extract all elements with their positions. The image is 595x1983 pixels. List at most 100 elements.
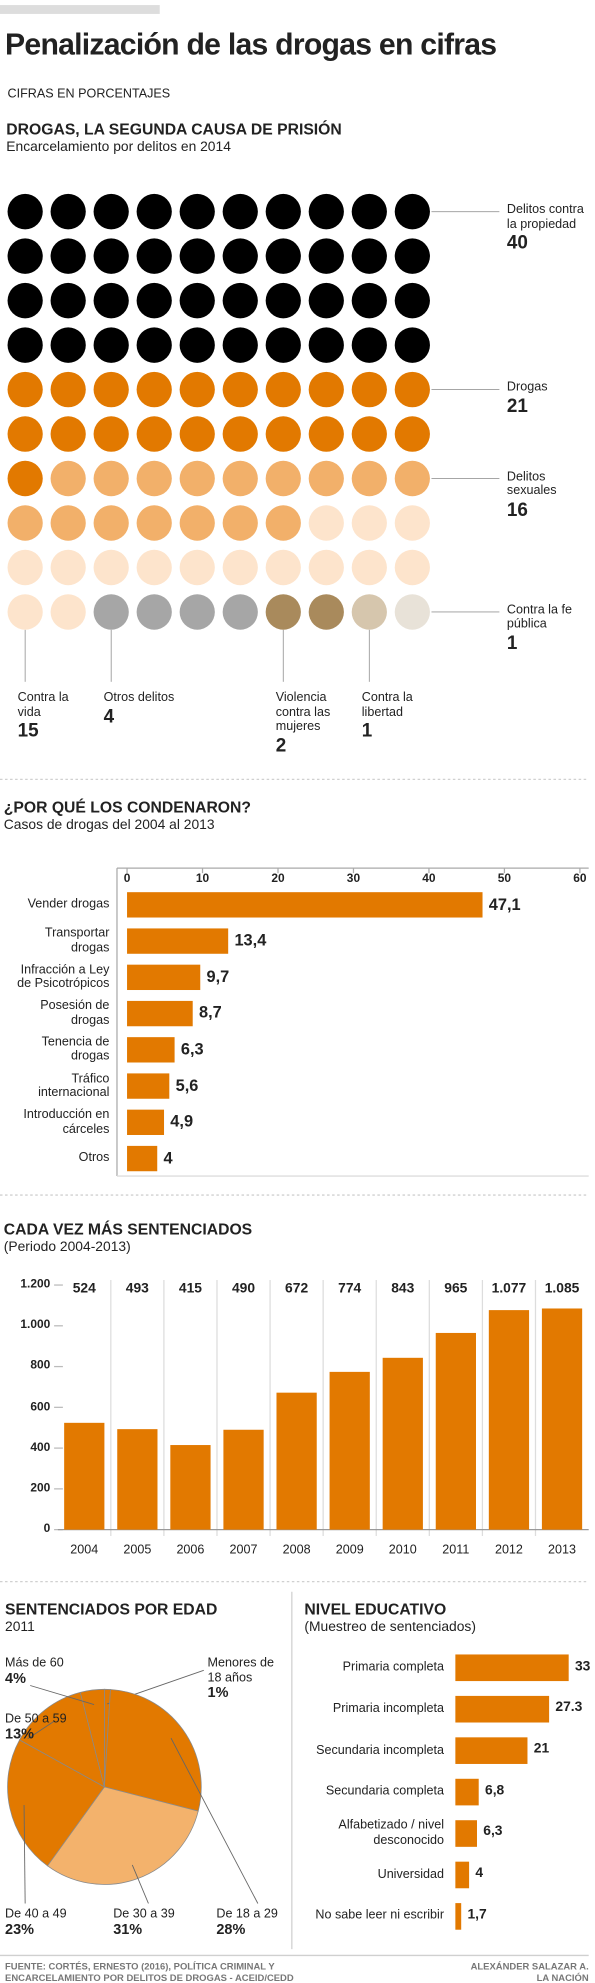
waffle-dot [394,193,430,230]
waffle-dot [394,549,430,586]
value-label: 33 [574,1658,591,1674]
value-label: 27.3 [555,1699,583,1715]
x-tick-label: 2004 [70,1543,99,1558]
waffle-dot [93,594,129,630]
value-label: 4,9 [170,1111,194,1131]
leader-line [27,1720,55,1740]
category-label: Posesión de drogas [40,999,110,1028]
waffle-dot [222,416,258,452]
waffle-dot [265,282,301,319]
section-title: SENTENCIADOS POR EDAD [5,1600,218,1619]
waffle-dot [7,327,43,363]
waffle-dot [394,505,430,541]
x-tick-label: 2006 [176,1543,205,1558]
waffle-dot [351,193,387,230]
value-label: 774 [338,1281,362,1297]
label: De 50 a 59 13% [5,1712,83,1743]
label-value: 4% [5,1670,26,1687]
value-label: 524 [72,1281,96,1297]
label-value: 1% [207,1685,229,1701]
waffle-dot [7,282,43,319]
waffle-dot [50,416,86,452]
category-label: Tenencia de drogas [41,1035,110,1064]
waffle-dot [265,238,301,274]
value-label: 8,7 [198,1002,222,1022]
waffle-dot [394,327,430,363]
value-label: 21 [533,1741,550,1757]
section-subtitle: (Periodo 2004-2013) [3,1239,131,1255]
category-label: Transportar drogas [44,926,110,956]
waffle-dot [93,238,129,274]
x-tick-label: 10 [195,871,210,886]
x-tick-label: 20 [271,871,285,886]
waffle-dot [351,371,387,408]
waffle-dot [93,371,129,408]
label-name: Delitos sexuales [506,469,557,499]
bar [127,1109,165,1135]
waffle-dot [394,594,430,630]
waffle-dot [351,594,387,630]
waffle-dot [93,193,129,230]
waffle-dot [222,460,258,497]
value-label: 6,3 [483,1824,503,1840]
y-tick-label: 1.200 [20,1277,51,1292]
waffle-dot [179,505,215,541]
category-label: Alfabetizado / nivel desconocido [338,1818,445,1848]
value-label: 490 [231,1281,256,1297]
waffle-dot [93,416,129,452]
leader-line [131,1864,149,1904]
x-tick-label: 0 [123,871,131,886]
label: Menores de 18 años 1% [208,1656,286,1702]
leader-line [30,1685,95,1706]
waffle-dot [394,460,430,497]
label-value: 21 [506,395,528,417]
waffle-dot [351,505,387,541]
waffle-dot [265,371,301,408]
bar [382,1357,423,1530]
value-label: 1.077 [491,1281,527,1297]
waffle-dot [7,371,43,408]
x-tick-label: 2007 [229,1543,258,1558]
value-label: 5,6 [175,1075,199,1095]
label-name: Contra la fe pública [506,603,572,632]
bar [127,892,483,918]
waffle-dot [265,460,301,497]
bar [127,928,229,954]
waffle-dot [136,282,172,319]
waffle-dot [50,594,86,630]
label: De 18 a 29 28% [216,1907,294,1938]
category-label: No sabe leer ni escribir [315,1909,445,1924]
value-label: 4 [475,1865,484,1881]
bar [127,1037,175,1063]
value-label: 415 [178,1281,202,1297]
value-label: 6,3 [180,1039,204,1059]
waffle-dot [136,327,172,363]
waffle-dot [50,549,86,586]
y-tick-label: 400 [30,1440,51,1455]
waffle-dot [7,460,43,497]
waffle-dot [222,371,258,408]
waffle-dot [93,505,129,541]
waffle-dot [351,416,387,452]
waffle-dot [308,505,344,541]
waffle-dot [7,416,43,452]
waffle-dot [265,505,301,541]
value-label: 9,7 [206,966,230,986]
label: Contra la libertad 1 [362,691,435,742]
waffle-dot [308,238,344,274]
label-name: De 30 a 39 [113,1907,175,1922]
waffle-dot [308,193,344,230]
bar [488,1310,530,1530]
bar [541,1308,583,1530]
x-tick-label: 2009 [335,1543,364,1558]
section-subtitle: Casos de drogas del 2004 al 2013 [3,817,215,833]
bar [329,1371,370,1530]
bar [223,1429,264,1530]
bar [455,1861,470,1889]
label-value: 23% [5,1921,35,1938]
category-label: Secundaria completa [325,1784,445,1799]
waffle-dot [179,282,215,319]
category-label: Universidad [377,1867,445,1882]
waffle-dot [308,594,344,630]
